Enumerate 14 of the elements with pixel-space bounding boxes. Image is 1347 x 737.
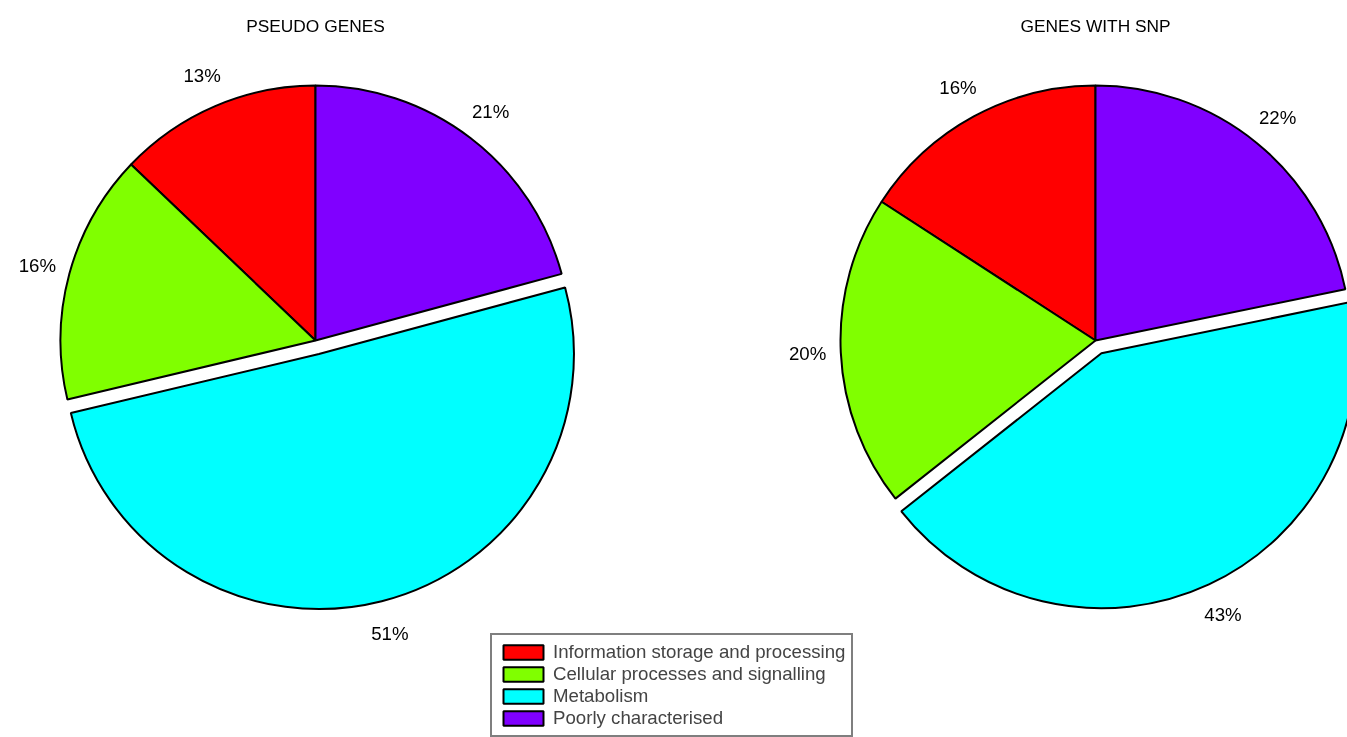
legend-label: Cellular processes and signalling: [553, 663, 826, 685]
data-label: 16%: [939, 76, 977, 98]
data-label: 21%: [471, 101, 510, 123]
chart-title: PSEUDO GENES: [246, 15, 385, 36]
legend-label: Poorly characterised: [553, 707, 724, 729]
chart-title: GENES WITH SNP: [1020, 15, 1171, 36]
legend-label: Metabolism: [553, 685, 649, 707]
data-label: 13%: [183, 65, 221, 87]
data-label: 20%: [788, 343, 827, 365]
data-label: 51%: [371, 622, 409, 644]
data-label: 16%: [18, 254, 57, 276]
legend-label: Information storage and processing: [553, 641, 846, 663]
data-label: 43%: [1204, 603, 1242, 625]
data-label: 22%: [1258, 106, 1297, 128]
